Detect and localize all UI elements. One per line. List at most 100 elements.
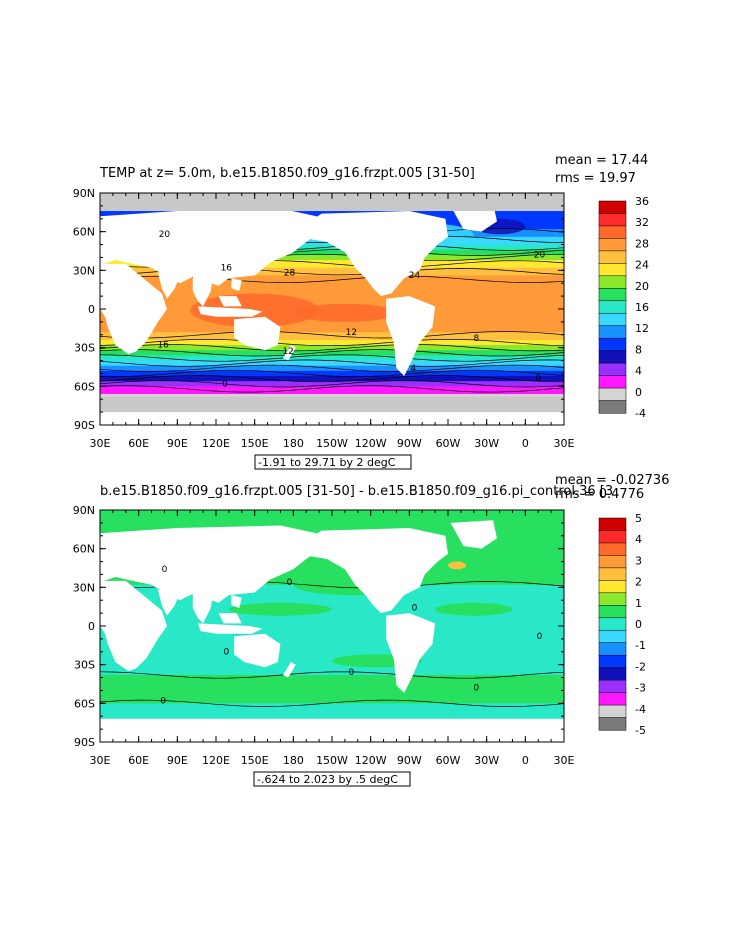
contour-label: 20 [534, 250, 546, 260]
colorbar-swatch [598, 679, 627, 694]
anomaly-feature [448, 561, 467, 570]
colorbar-swatch [598, 517, 627, 532]
contour-label: 0 [162, 565, 168, 575]
contour-line [100, 385, 564, 393]
colorbar-swatch [598, 350, 627, 364]
anomaly-feature [151, 677, 229, 691]
colorbar-swatch [598, 250, 627, 264]
colorbar-swatch [598, 567, 627, 581]
colorbar-swatch [598, 555, 627, 569]
colorbar-swatch [598, 225, 627, 239]
contour-line [100, 338, 564, 347]
lon-tick-label: 0 [522, 437, 529, 450]
lon-tick-label: 60E [128, 754, 149, 767]
lon-tick-label: 60W [436, 437, 461, 450]
lon-tick-label: 30E [554, 754, 575, 767]
contour-label: 0 [160, 696, 166, 706]
colorbar-label: 5 [635, 512, 642, 525]
lat-tick-label: 60S [74, 697, 95, 710]
contour-line [100, 364, 564, 372]
ocean-band [100, 345, 564, 351]
lon-tick-label: 150E [241, 437, 269, 450]
lon-tick-label: 120W [355, 754, 387, 767]
lat-tick-label: 90S [74, 419, 95, 432]
range-box [253, 771, 411, 787]
stat-rms: rms = 0.4776 [555, 487, 644, 502]
lon-tick-label: 150W [316, 754, 348, 767]
stat-rms: rms = 19.97 [555, 171, 636, 186]
contour-line [100, 344, 564, 352]
ocean-band [100, 267, 564, 276]
contour-label: 28 [284, 268, 296, 278]
panel-1: 20 28 24 20 16 12 8 16 12 4 0 0 90N 60N 30N 0 30S 60S 90S 3… [73, 153, 649, 470]
colorbar-swatch [598, 312, 627, 327]
contour-label: 0 [535, 374, 541, 384]
colorbar-swatch [598, 337, 627, 352]
colorbar-swatch [598, 704, 627, 719]
stat-mean: mean = 17.44 [555, 153, 648, 168]
colorbar-label: 16 [635, 301, 649, 314]
lat-tick-label: 0 [88, 620, 95, 633]
contour-label: 20 [159, 230, 171, 240]
lon-tick-label: 30E [90, 754, 111, 767]
colorbar-label: 24 [635, 259, 649, 272]
ocean-band [100, 275, 564, 284]
contour-label: 0 [222, 379, 228, 389]
ocean-band [100, 332, 564, 341]
lon-tick-label: 150E [241, 754, 269, 767]
colorbar-swatch [598, 629, 627, 644]
lat-tick-label: 30S [74, 659, 95, 672]
colorbar-swatch [598, 375, 627, 389]
colorbar-swatch [598, 275, 627, 289]
anomaly-feature [435, 602, 513, 616]
colorbar-swatch [598, 263, 627, 277]
colorbar-label: -4 [635, 407, 646, 420]
contour-line [100, 671, 564, 679]
contour-label: 8 [473, 334, 479, 344]
contour-line [100, 380, 564, 388]
contour-label: 0 [223, 647, 229, 657]
ocean-band [100, 376, 564, 382]
colorbar-swatch [598, 667, 627, 681]
colorbar-label: 0 [635, 386, 642, 399]
lon-tick-label: 30W [474, 437, 499, 450]
colorbar-label: -2 [635, 660, 646, 673]
colorbar-swatch [598, 325, 627, 339]
ocean-band [100, 249, 564, 256]
colorbar-swatch [598, 362, 627, 377]
colorbar-swatch [598, 605, 627, 619]
colorbar-label: 32 [635, 216, 649, 229]
ocean-band [100, 381, 564, 387]
map-2 [100, 510, 564, 742]
lon-tick-label: 90W [397, 437, 422, 450]
colorbar-swatch [598, 642, 627, 656]
range-box [254, 454, 412, 470]
ocean-band [100, 350, 564, 356]
ocean-band [100, 386, 564, 395]
stat-mean: mean = -0.02736 [555, 473, 669, 488]
colorbar-label: -4 [635, 703, 646, 716]
lon-tick-label: 90E [167, 754, 188, 767]
lon-tick-label: 120W [355, 437, 387, 450]
contour-line [100, 359, 564, 367]
lon-tick-label: 120E [202, 437, 230, 450]
lat-tick-label: 60S [74, 380, 95, 393]
colorbar-swatch [598, 717, 627, 731]
ocean-band [100, 360, 564, 367]
colorbar-label: 8 [635, 343, 642, 356]
colorbar-label: 3 [635, 554, 642, 567]
contour-line [100, 331, 564, 339]
anomaly-feature [228, 602, 332, 616]
colorbar-swatch [598, 542, 627, 556]
lat-tick-label: 90S [74, 736, 95, 749]
lon-tick-label: 90E [167, 437, 188, 450]
colorbar-swatch [598, 387, 627, 402]
colorbar-swatch [598, 400, 627, 414]
lat-tick-label: 30S [74, 342, 95, 355]
colorbar-label: 28 [635, 237, 649, 250]
lon-tick-label: 120E [202, 754, 230, 767]
contour-line [100, 369, 564, 378]
ocean-band [100, 626, 564, 676]
lon-tick-label: 30W [474, 754, 499, 767]
colorbar-label: 0 [635, 618, 642, 631]
